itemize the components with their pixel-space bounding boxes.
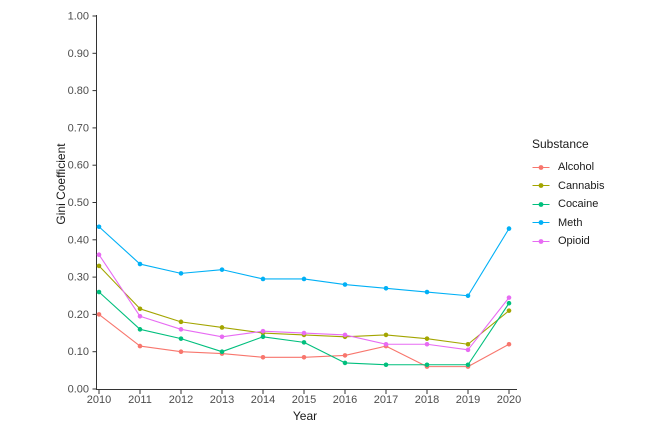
data-point-cocaine-2019 <box>465 362 471 368</box>
y-tick-label: 0.90 <box>68 48 89 60</box>
data-point-alcohol-2012 <box>178 349 184 355</box>
y-tick-label: 0.40 <box>68 234 89 246</box>
x-tick-label: 2013 <box>210 394 234 406</box>
legend-title: Substance <box>532 137 589 151</box>
legend-item-meth: Meth <box>532 214 662 233</box>
y-tick-label: 0.50 <box>68 197 89 209</box>
x-tick-label: 2011 <box>128 394 152 406</box>
data-point-opioid-2016 <box>342 332 348 338</box>
data-point-alcohol-2016 <box>342 353 348 358</box>
legend-key-dot <box>538 164 544 170</box>
y-tick-label: 0.20 <box>68 309 89 321</box>
y-tick-label: 0.10 <box>68 346 89 358</box>
data-point-cannabis-2018 <box>424 336 430 341</box>
y-tick-label: 0.00 <box>68 384 89 396</box>
data-point-alcohol-2020 <box>506 341 512 347</box>
legend-label-cannabis: Cannabis <box>558 179 605 192</box>
legend-item-opioid: Opioid <box>532 232 662 251</box>
data-point-cocaine-2013 <box>219 349 225 355</box>
data-point-meth-2018 <box>424 289 430 295</box>
data-point-cannabis-2013 <box>219 325 225 330</box>
data-point-meth-2010 <box>96 224 102 230</box>
data-point-cannabis-2020 <box>506 308 512 313</box>
legend-key-line-dot-icon <box>532 220 550 226</box>
x-axis-title: Year <box>292 409 318 423</box>
data-point-cocaine-2015 <box>301 340 307 345</box>
y-tick-label: 0.30 <box>68 272 89 284</box>
x-tick-label: 2014 <box>251 394 275 406</box>
data-point-opioid-2010 <box>96 252 102 258</box>
legend-label-meth: Meth <box>558 216 583 229</box>
y-tick-label: 1.00 <box>68 11 89 23</box>
data-point-cocaine-2020 <box>506 300 512 306</box>
data-point-opioid-2011 <box>137 313 143 319</box>
legend-key-dot <box>538 220 544 226</box>
y-tick-label: 0.80 <box>68 85 89 97</box>
data-point-opioid-2017 <box>383 341 389 347</box>
data-point-meth-2015 <box>301 276 307 282</box>
legend-key-line-dot-icon <box>532 183 550 189</box>
data-point-cannabis-2017 <box>383 332 389 338</box>
data-point-meth-2016 <box>342 282 348 287</box>
data-point-opioid-2014 <box>260 328 266 334</box>
legend-label-alcohol: Alcohol <box>558 161 595 174</box>
legend-key-dot <box>538 201 544 207</box>
legend-item-cannabis: Cannabis <box>532 177 662 196</box>
legend-item-cocaine: Cocaine <box>532 195 662 214</box>
data-point-cocaine-2018 <box>424 362 430 368</box>
legend-key-line-dot-icon <box>532 238 550 244</box>
data-point-cannabis-2011 <box>137 306 143 312</box>
legend-label-cocaine: Cocaine <box>558 198 599 211</box>
legend-items: Alcohol Cannabis Cocaine Meth Opioid <box>532 158 662 251</box>
data-point-cocaine-2016 <box>342 360 348 366</box>
data-point-opioid-2018 <box>424 341 430 347</box>
x-tick-label: 2020 <box>497 394 521 406</box>
x-tick-label: 2016 <box>333 394 357 406</box>
data-point-meth-2020 <box>506 226 512 231</box>
data-point-meth-2013 <box>219 267 225 272</box>
legend-item-alcohol: Alcohol <box>532 158 662 177</box>
data-point-alcohol-2014 <box>260 354 266 360</box>
y-axis-title: Gini Coefficient <box>54 143 68 225</box>
series-line-meth <box>98 226 510 297</box>
legend-key-line-dot-icon <box>532 201 550 207</box>
legend-key-dot <box>538 183 544 189</box>
data-point-opioid-2015 <box>301 330 307 336</box>
data-point-opioid-2020 <box>506 295 512 300</box>
data-point-opioid-2013 <box>219 334 225 340</box>
data-point-meth-2012 <box>178 271 184 276</box>
data-point-cannabis-2010 <box>96 263 102 269</box>
x-tick-label: 2017 <box>374 394 398 406</box>
data-point-meth-2014 <box>260 276 266 282</box>
data-point-meth-2017 <box>383 285 389 291</box>
x-tick-label: 2015 <box>292 394 316 406</box>
data-point-cannabis-2012 <box>178 319 184 325</box>
data-point-cannabis-2019 <box>465 341 471 347</box>
data-point-cocaine-2012 <box>178 336 184 341</box>
data-point-cocaine-2017 <box>383 362 389 368</box>
x-tick-label: 2010 <box>87 394 111 406</box>
data-point-meth-2011 <box>137 261 143 267</box>
data-point-cocaine-2010 <box>96 289 102 295</box>
x-tick-label: 2018 <box>415 394 439 406</box>
data-point-alcohol-2010 <box>96 312 102 317</box>
data-point-cocaine-2014 <box>260 334 266 340</box>
data-point-meth-2019 <box>465 293 471 299</box>
series-line-cocaine <box>98 291 510 366</box>
legend-key-line-dot-icon <box>532 164 550 170</box>
data-point-alcohol-2015 <box>301 354 307 360</box>
legend: Substance Alcohol Cannabis Cocaine Meth Opio… <box>532 137 662 251</box>
data-point-opioid-2012 <box>178 327 184 332</box>
legend-key-dot <box>538 238 544 244</box>
legend-label-opioid: Opioid <box>558 235 590 248</box>
data-point-opioid-2019 <box>465 347 471 353</box>
y-tick-label: 0.70 <box>68 122 89 134</box>
x-tick-label: 2019 <box>456 394 480 406</box>
y-tick-label: 0.60 <box>68 160 89 172</box>
data-point-cocaine-2011 <box>137 327 143 332</box>
data-point-alcohol-2011 <box>137 343 143 349</box>
x-tick-label: 2012 <box>169 394 193 406</box>
